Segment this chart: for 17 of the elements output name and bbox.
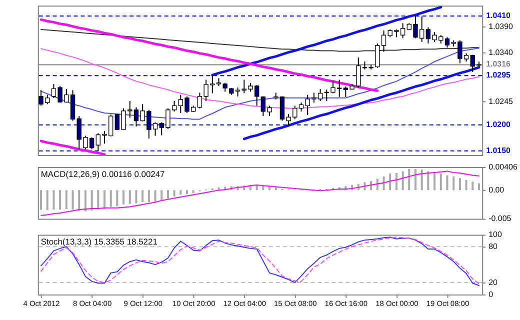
y-tick-label: 0 <box>488 290 494 299</box>
y-tick-label: 1.0390 <box>488 22 514 31</box>
y-tick-label: 80 <box>488 242 498 252</box>
y-tick-label: 0.00406 <box>488 162 518 172</box>
ref-line-label: 1.0316 <box>486 60 512 69</box>
ref-line-label: 1.0410 <box>486 10 512 20</box>
ref-line-label: 1.0150 <box>486 146 512 155</box>
y-tick-label: 20 <box>488 278 498 287</box>
y-tick-label: -0.005 <box>488 214 512 224</box>
y-tick-label: 0.00 <box>488 186 505 195</box>
chart-title: Stoch(13,3,3) 15.3355 18.5221 <box>40 236 158 247</box>
chart-title: MACD(12,26,9) 0.00116 0.00247 <box>40 168 166 179</box>
ref-line-label: 1.0295 <box>486 70 512 80</box>
y-tick-label: 100 <box>488 230 502 240</box>
ref-line-label: 1.0200 <box>486 120 512 129</box>
y-tick-label: 1.0340 <box>488 48 514 57</box>
y-tick-label: 1.0245 <box>488 97 514 106</box>
